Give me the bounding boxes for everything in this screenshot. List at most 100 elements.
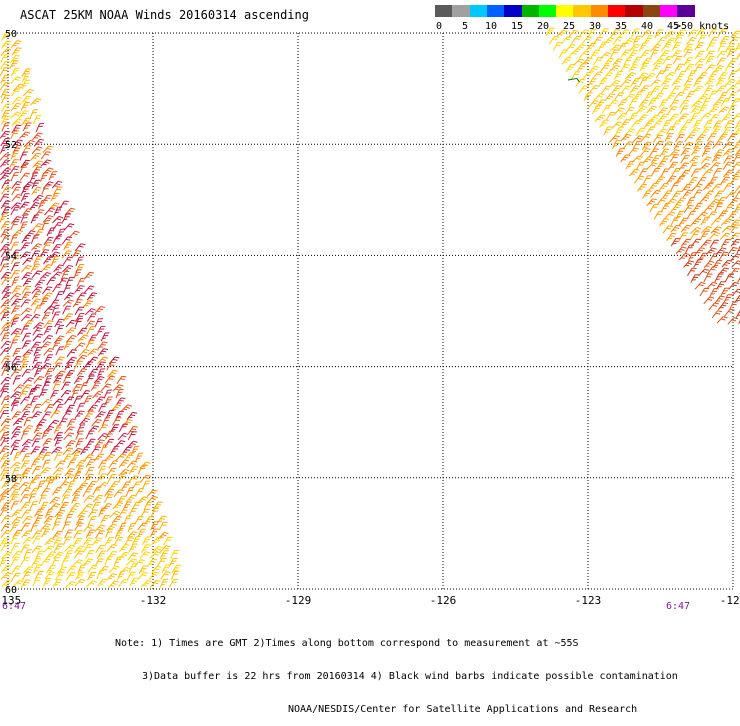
wind-barb bbox=[736, 64, 740, 75]
wind-barb bbox=[710, 287, 719, 299]
scale-tick-label: 40 bbox=[641, 21, 653, 32]
latitude-label: 50 bbox=[5, 29, 17, 40]
wind-barb bbox=[14, 451, 22, 463]
wind-barb bbox=[20, 200, 30, 211]
wind-barb bbox=[61, 556, 69, 568]
wind-barb bbox=[656, 69, 665, 80]
wind-barb bbox=[680, 169, 690, 180]
wind-barb bbox=[619, 41, 628, 53]
wind-barb bbox=[621, 153, 631, 164]
wind-barb bbox=[691, 100, 702, 111]
wind-barb bbox=[593, 70, 603, 81]
wind-barb bbox=[12, 96, 22, 107]
wind-barb bbox=[667, 125, 676, 137]
wind-barb bbox=[639, 41, 647, 53]
wind-barb bbox=[30, 500, 38, 512]
wind-barb bbox=[651, 167, 660, 179]
wind-barb bbox=[11, 66, 19, 78]
wind-barb bbox=[20, 445, 30, 456]
wind-barb bbox=[638, 113, 648, 124]
wind-barb bbox=[632, 119, 642, 130]
wind-barb bbox=[647, 197, 657, 208]
wind-barb bbox=[132, 501, 141, 513]
wind-barb bbox=[51, 409, 60, 420]
wind-barb bbox=[101, 443, 109, 455]
wind-barb bbox=[605, 92, 615, 103]
longitude-label: -126 bbox=[430, 594, 457, 607]
wind-barb bbox=[86, 466, 95, 478]
wind-barb bbox=[711, 225, 721, 236]
wind-barb bbox=[651, 43, 661, 54]
wind-barb bbox=[164, 535, 173, 547]
wind-barb bbox=[722, 113, 732, 124]
wind-barb bbox=[33, 131, 43, 142]
wind-barb bbox=[84, 394, 92, 406]
wind-barb bbox=[117, 375, 126, 386]
wind-barb bbox=[31, 213, 39, 225]
wind-barb bbox=[600, 51, 611, 62]
wind-barb bbox=[75, 317, 83, 329]
wind-barb bbox=[643, 174, 652, 186]
latitude-label: 56 bbox=[5, 363, 17, 374]
wind-barb bbox=[105, 555, 113, 567]
wind-barb bbox=[671, 237, 680, 249]
scale-tick-label: 35 bbox=[615, 21, 627, 32]
wind-barb bbox=[105, 536, 114, 548]
wind-barb bbox=[649, 113, 659, 124]
wind-barb bbox=[713, 259, 722, 270]
wind-barb bbox=[21, 185, 29, 197]
wind-barb bbox=[31, 262, 40, 274]
wind-barb bbox=[77, 354, 87, 365]
wind-barb bbox=[12, 193, 22, 204]
wind-barb bbox=[687, 210, 696, 222]
wind-barb bbox=[731, 238, 740, 249]
wind-barb bbox=[1, 376, 11, 387]
wind-barb bbox=[1, 47, 11, 58]
wind-barb bbox=[642, 140, 651, 151]
wind-barb bbox=[151, 520, 159, 532]
wind-barb bbox=[95, 395, 105, 406]
wind-barb bbox=[47, 564, 56, 575]
wind-barb bbox=[604, 125, 612, 137]
longitude-label: -123 bbox=[575, 594, 602, 607]
wind-barb bbox=[30, 201, 40, 212]
wind-barb bbox=[83, 487, 92, 499]
wind-barb bbox=[723, 126, 732, 137]
wind-barb bbox=[44, 347, 54, 358]
wind-barb bbox=[63, 212, 71, 224]
wind-barb bbox=[621, 85, 631, 96]
wind-barb bbox=[20, 130, 30, 141]
wind-barb bbox=[726, 190, 736, 201]
longitude-labels: -135-132-129-126-123-120 bbox=[0, 594, 740, 607]
wind-barb bbox=[129, 465, 138, 476]
wind-barb bbox=[683, 118, 692, 129]
wind-barb bbox=[701, 215, 710, 227]
wind-barb bbox=[10, 461, 21, 472]
wind-barb bbox=[119, 551, 129, 562]
wind-barb bbox=[707, 265, 717, 276]
wind-barb bbox=[64, 340, 72, 352]
scale-tick-label: 25 bbox=[563, 21, 575, 32]
wind-barb bbox=[44, 319, 54, 330]
wind-barb bbox=[66, 334, 76, 345]
wind-barb bbox=[21, 213, 29, 225]
wind-barb bbox=[24, 319, 34, 330]
wind-barb bbox=[728, 104, 737, 116]
wind-barb bbox=[670, 98, 679, 109]
wind-barb bbox=[11, 438, 21, 449]
scale-color-swatch bbox=[677, 5, 695, 17]
wind-barb bbox=[22, 529, 32, 540]
wind-barb bbox=[616, 147, 625, 159]
scale-color-swatch bbox=[625, 5, 643, 17]
wind-barb bbox=[1, 234, 10, 246]
wind-barb bbox=[661, 77, 671, 88]
scale-tick-label: >50 knots bbox=[675, 21, 729, 32]
wind-barb bbox=[1, 94, 9, 106]
scale-color-swatch bbox=[608, 5, 626, 17]
wind-barb bbox=[597, 98, 606, 109]
wind-barb bbox=[599, 40, 608, 52]
wind-barb bbox=[110, 423, 119, 435]
scale-color-swatch bbox=[522, 5, 540, 17]
wind-barb bbox=[141, 579, 152, 590]
